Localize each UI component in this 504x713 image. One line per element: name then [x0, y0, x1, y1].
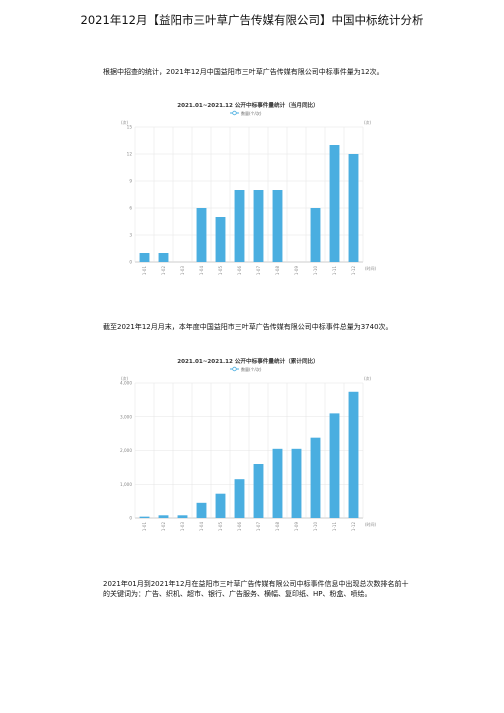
y-axis-unit-right: (次): [364, 375, 372, 381]
x-tick-label: 2021-01: [142, 522, 147, 531]
y-tick-label: 1,000: [120, 482, 132, 487]
bar-2021-12: [348, 154, 359, 262]
x-tick-label: 2021-12: [351, 522, 356, 531]
cumulative-bar-chart: 2021.01~2021.12 公开中标事件量统计（累计同比） 数量(个/次) (次…: [113, 356, 383, 539]
x-tick-label: 2021-02: [161, 522, 166, 531]
bar-2021-12: [348, 391, 359, 518]
bar-2021-06: [234, 479, 245, 518]
x-tick-label: 2021-10: [313, 266, 318, 275]
x-axis-unit: (时间): [365, 521, 377, 527]
x-tick-label: 2021-07: [256, 266, 261, 275]
x-tick-label: 2021-01: [142, 266, 147, 275]
legend-label: 数量(个/次): [241, 366, 262, 372]
bar-2021-10: [310, 437, 321, 518]
x-tick-label: 2021-04: [199, 522, 204, 531]
y-tick-label: 9: [129, 179, 132, 184]
x-tick-label: 2021-08: [275, 522, 280, 531]
bar-2021-07: [253, 464, 264, 518]
legend-marker-icon: [232, 366, 237, 372]
bar-2021-06: [234, 190, 245, 262]
monthly-bar-chart-svg: 2021.01~2021.12 公开中标事件量统计（当月同比）数量(个/次) (次…: [121, 101, 377, 283]
paragraph-monthly-count: 根据中招查的统计，2021年12月中国益阳市三叶草广告传媒有限公司中标事件量为1…: [103, 68, 384, 76]
bar-2021-03: [177, 515, 188, 518]
x-tick-label: 2021-11: [332, 522, 337, 531]
chart-title: 2021.01~2021.12 公开中标事件量统计（当月同比）: [177, 101, 319, 109]
x-tick-label: 2021-05: [218, 522, 223, 531]
bar-2021-08: [272, 448, 283, 518]
bar-2021-02: [158, 515, 169, 518]
bar-2021-01: [139, 253, 150, 262]
bar-2021-09: [291, 448, 302, 518]
bar-2021-11: [329, 413, 340, 518]
y-tick-label: 6: [129, 206, 132, 211]
y-tick-label: 0: [129, 516, 132, 521]
legend-label: 数量(个/次): [241, 110, 262, 116]
bar-2021-07: [253, 190, 264, 262]
bar-2021-10: [310, 208, 321, 262]
cumulative-bar-chart-svg: 2021.01~2021.12 公开中标事件量统计（累计同比）数量(个/次) (次…: [120, 357, 377, 539]
bar-2021-08: [272, 190, 283, 262]
y-tick-label: 3: [129, 233, 132, 238]
bar-2021-02: [158, 253, 169, 262]
x-tick-label: 2021-03: [180, 522, 185, 531]
page-title: 2021年12月【益阳市三叶草广告传媒有限公司】中国中标统计分析: [80, 13, 424, 27]
x-tick-label: 2021-05: [218, 266, 223, 275]
paragraph-cumulative-count: 截至2021年12月月末，本年度中国益阳市三叶草广告传媒有限公司中标事件总量为3…: [103, 323, 393, 331]
x-tick-label: 2021-09: [294, 266, 299, 275]
x-tick-label: 2021-04: [199, 266, 204, 275]
x-tick-label: 2021-10: [313, 522, 318, 531]
bar-2021-04: [196, 208, 207, 262]
x-tick-label: 2021-11: [332, 266, 337, 275]
y-tick-label: 2,000: [120, 448, 132, 453]
x-tick-label: 2021-08: [275, 266, 280, 275]
bar-2021-01: [139, 516, 150, 518]
x-tick-label: 2021-07: [256, 522, 261, 531]
chart-title: 2021.01~2021.12 公开中标事件量统计（累计同比）: [177, 357, 319, 365]
y-tick-label: 12: [127, 152, 133, 157]
bar-2021-04: [196, 502, 207, 518]
x-tick-label: 2021-06: [237, 266, 242, 275]
bar-2021-11: [329, 145, 340, 262]
paragraph-keywords: 2021年01月到2021年12月在益阳市三叶草广告传媒有限公司中标事件信息中出…: [103, 580, 409, 598]
y-axis-unit-left: (次): [121, 119, 129, 125]
x-tick-label: 2021-12: [351, 266, 356, 275]
x-axis-unit: (时间): [365, 265, 377, 271]
y-axis-unit-left: (次): [121, 375, 129, 381]
x-tick-label: 2021-09: [294, 522, 299, 531]
y-tick-label: 4,000: [120, 381, 132, 386]
y-tick-label: 3,000: [120, 414, 132, 419]
legend-marker-icon: [232, 110, 237, 116]
monthly-bar-chart: 2021.01~2021.12 公开中标事件量统计（当月同比） 数量(个/次) (次…: [113, 100, 383, 283]
y-tick-label: 0: [129, 260, 132, 265]
x-tick-label: 2021-02: [161, 266, 166, 275]
bar-2021-05: [215, 493, 226, 518]
y-axis-unit-right: (次): [364, 119, 372, 125]
y-tick-label: 15: [127, 125, 133, 130]
bar-2021-05: [215, 217, 226, 262]
x-tick-label: 2021-03: [180, 266, 185, 275]
x-tick-label: 2021-06: [237, 522, 242, 531]
